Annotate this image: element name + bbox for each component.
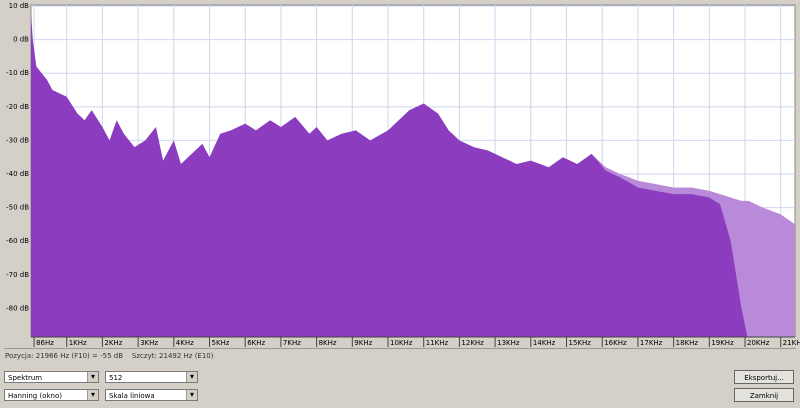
x-tick-label: 14KHz: [533, 339, 556, 347]
x-tick-label: 12KHz: [461, 339, 484, 347]
y-tick-label: -60 dB: [6, 237, 29, 245]
x-tick-label: 10KHz: [390, 339, 413, 347]
x-tick-label: 18KHz: [676, 339, 699, 347]
spectrum-area: [31, 12, 749, 337]
x-tick-label: 6KHz: [247, 339, 265, 347]
y-tick-label: -80 dB: [6, 304, 29, 312]
y-tick-label: 10 dB: [9, 2, 30, 10]
y-tick-label: -20 dB: [6, 103, 29, 111]
x-tick-label: 3KHz: [140, 339, 158, 347]
x-tick-label: 21KHz: [783, 339, 800, 347]
x-tick-label: 2KHz: [104, 339, 122, 347]
axis-select[interactable]: Skala liniowa: [105, 389, 198, 401]
export-button[interactable]: Eksportuj...: [734, 370, 794, 384]
size-select[interactable]: 512: [105, 371, 198, 383]
y-tick-label: 0 dB: [13, 36, 29, 44]
status-bar: Pozycja: 21966 Hz (F10) = -55 dB Szczyt:…: [5, 352, 213, 360]
y-tick-label: -50 dB: [6, 204, 29, 212]
y-tick-label: -10 dB: [6, 69, 29, 77]
x-tick-label: 86Hz: [36, 339, 54, 347]
peak-text: Szczyt: 21492 Hz (E10): [131, 352, 214, 360]
position-text: Pozycja: 21966 Hz (F10) = -55 dB: [5, 352, 124, 360]
y-tick-label: -30 dB: [6, 136, 29, 144]
y-tick-label: -40 dB: [6, 170, 29, 178]
window-select[interactable]: Hanning (okno): [4, 389, 99, 401]
x-tick-label: 20KHz: [747, 339, 770, 347]
x-tick-label: 8KHz: [319, 339, 337, 347]
x-tick-label: 19KHz: [711, 339, 734, 347]
algorithm-select[interactable]: Spektrum: [4, 371, 99, 383]
x-tick-label: 1KHz: [69, 339, 87, 347]
y-tick-label: -70 dB: [6, 271, 29, 279]
x-tick-label: 13KHz: [497, 339, 520, 347]
x-tick-label: 5KHz: [212, 339, 230, 347]
x-tick-label: 4KHz: [176, 339, 194, 347]
x-tick-label: 7KHz: [283, 339, 301, 347]
x-tick-label: 15KHz: [569, 339, 592, 347]
x-tick-label: 16KHz: [604, 339, 627, 347]
x-tick-label: 17KHz: [640, 339, 663, 347]
x-tick-label: 11KHz: [426, 339, 449, 347]
spectrum-chart: 10 dB 0 dB -10 dB -20 dB -30 dB -40 dB -50 dB -…: [6, 2, 800, 347]
close-button[interactable]: Zamknij: [734, 388, 794, 402]
separator: [4, 348, 796, 349]
x-tick-label: 9KHz: [354, 339, 372, 347]
